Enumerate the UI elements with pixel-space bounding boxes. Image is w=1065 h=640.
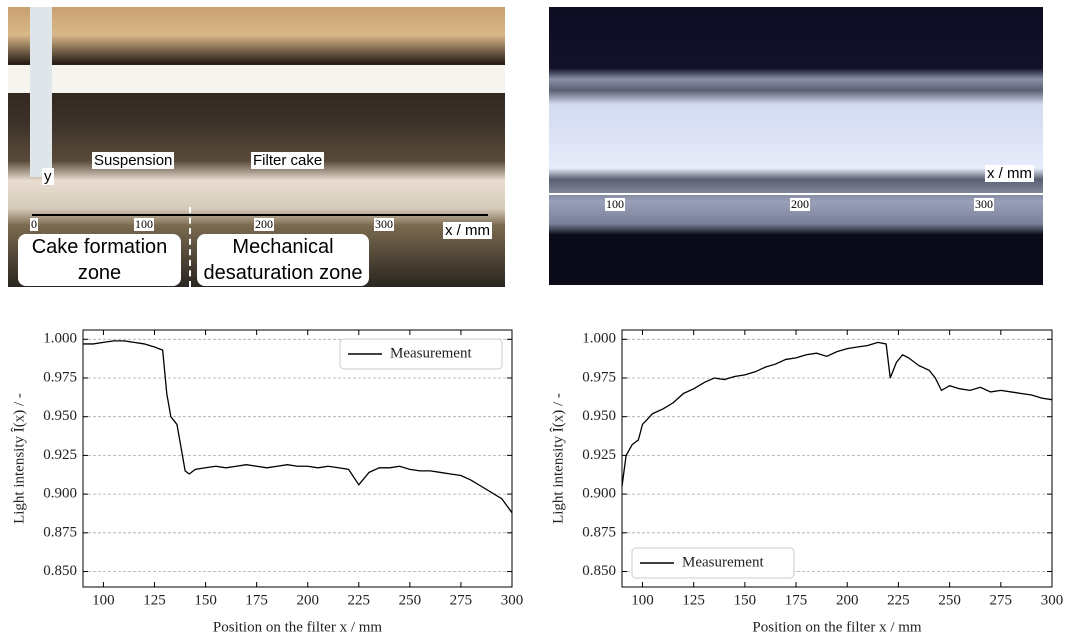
x-tick-label: 125 <box>682 592 705 608</box>
y-tick-label: 0.950 <box>43 408 77 424</box>
x-tick-label: 275 <box>450 592 473 608</box>
figure: Suspension Filter cake y 0 100 200 300 x… <box>0 0 1065 640</box>
x-tick-label: 125 <box>143 592 166 608</box>
y-tick-label: 0.975 <box>582 369 616 385</box>
y-axis-label: Light intensity Î(x) / - <box>549 393 566 524</box>
charts: 0.850 0.875 0.900 0.925 0.950 0.975 1.000 100 12… <box>0 0 1065 640</box>
x-tick-label: 175 <box>785 592 808 608</box>
legend-label: Measurement <box>390 345 472 361</box>
x-tick-label: 300 <box>1041 592 1064 608</box>
y-tick-label: 0.925 <box>43 447 77 463</box>
x-tick-label: 275 <box>990 592 1013 608</box>
y-tick-label: 0.850 <box>43 563 77 579</box>
y-axis-label: Light intensity Î(x) / - <box>10 393 27 524</box>
y-tick-label: 0.900 <box>43 486 77 502</box>
y-tick-label: 1.000 <box>43 331 77 347</box>
x-tick-label: 150 <box>734 592 757 608</box>
x-tick-label: 200 <box>836 592 859 608</box>
x-tick-label: 225 <box>348 592 371 608</box>
x-tick-label: 250 <box>938 592 961 608</box>
y-tick-label: 0.975 <box>43 369 77 385</box>
x-axis-label: Position on the filter x / mm <box>213 619 382 635</box>
y-tick-label: 1.000 <box>582 331 616 347</box>
y-tick-label: 0.900 <box>582 486 616 502</box>
y-tick-label: 0.875 <box>582 524 616 540</box>
x-tick-label: 200 <box>296 592 319 608</box>
x-tick-label: 150 <box>194 592 217 608</box>
y-tick-label: 0.925 <box>582 447 616 463</box>
x-tick-label: 100 <box>631 592 654 608</box>
y-tick-label: 0.875 <box>43 524 77 540</box>
y-tick-label: 0.850 <box>582 563 616 579</box>
x-tick-label: 225 <box>887 592 910 608</box>
x-tick-label: 175 <box>245 592 268 608</box>
x-tick-label: 300 <box>501 592 524 608</box>
x-axis-label: Position on the filter x / mm <box>752 619 921 635</box>
x-tick-label: 250 <box>399 592 422 608</box>
x-tick-label: 100 <box>92 592 115 608</box>
y-tick-label: 0.950 <box>582 408 616 424</box>
data-line <box>622 342 1052 486</box>
legend-label: Measurement <box>682 554 764 570</box>
